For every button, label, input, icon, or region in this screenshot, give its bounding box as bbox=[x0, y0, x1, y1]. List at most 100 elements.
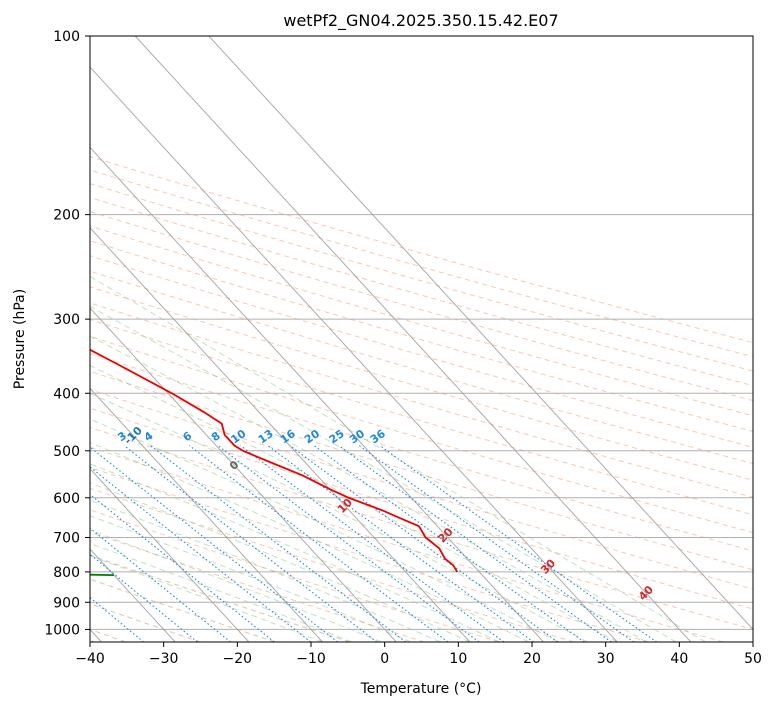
y-tick-label: 800 bbox=[53, 565, 80, 581]
dry-adiabat bbox=[90, 302, 753, 498]
x-tick-label: 40 bbox=[670, 651, 688, 667]
y-tick-label: 600 bbox=[53, 491, 80, 507]
plot-frame bbox=[89, 35, 754, 643]
mixing-ratio-line bbox=[90, 493, 275, 642]
dry-adiabat bbox=[90, 318, 753, 516]
isotherm-line bbox=[90, 66, 618, 642]
moist-adiabat bbox=[90, 418, 559, 642]
x-tick-label: −40 bbox=[75, 651, 105, 667]
dry-adiabat bbox=[90, 240, 753, 432]
y-tick-label: 300 bbox=[53, 312, 80, 328]
mixing-ratio-line bbox=[90, 466, 312, 642]
mixing-ratio-label: 1 bbox=[21, 429, 35, 444]
dry-adiabat bbox=[90, 255, 753, 448]
dry-adiabat bbox=[90, 370, 753, 571]
isotherm-line bbox=[90, 307, 397, 642]
isotherm-line bbox=[90, 468, 250, 642]
mixing-ratio-line bbox=[313, 445, 585, 642]
dry-adiabat bbox=[90, 388, 753, 590]
moist-adiabat bbox=[90, 529, 382, 642]
mixing-ratio-line bbox=[338, 445, 612, 642]
dry-adiabat bbox=[90, 603, 201, 642]
isobar-gridlines bbox=[90, 36, 753, 630]
dry-adiabat bbox=[90, 426, 753, 630]
mixing-ratio-line bbox=[150, 445, 407, 642]
mixing-ratio-line bbox=[379, 445, 657, 642]
mixing-ratio-line bbox=[358, 445, 635, 642]
x-tick-label: −20 bbox=[223, 651, 253, 667]
moist-adiabats bbox=[90, 276, 706, 642]
isotherm-line bbox=[90, 227, 471, 642]
dry-adiabat bbox=[90, 270, 753, 465]
x-tick-label: 10 bbox=[449, 651, 467, 667]
y-tick-label: 400 bbox=[53, 386, 80, 402]
dry-adiabat bbox=[90, 286, 753, 481]
dry-adiabat bbox=[90, 335, 753, 534]
x-axis-label: Temperature (°C) bbox=[360, 681, 482, 697]
x-tick-label: 0 bbox=[380, 651, 389, 667]
mixing-ratio-line bbox=[217, 445, 480, 642]
y-tick-label: 700 bbox=[53, 531, 80, 547]
mixing-ratio-label: 25 bbox=[327, 427, 347, 446]
dry-adiabat bbox=[90, 554, 350, 642]
dry-adiabat bbox=[90, 446, 724, 642]
x-tick-label: −10 bbox=[296, 651, 326, 667]
y-tick-label: 500 bbox=[53, 444, 80, 460]
isotherm-gridlines bbox=[90, 36, 753, 642]
dry-adiabat bbox=[90, 225, 753, 417]
dry-adiabat bbox=[90, 169, 753, 358]
dry-adiabat bbox=[90, 531, 425, 642]
isotherm-line bbox=[134, 36, 692, 642]
moist-adiabat bbox=[90, 365, 618, 642]
chart-title: wetPf2_GN04.2025.350.15.42.E07 bbox=[283, 11, 558, 31]
mixing-ratio-lines bbox=[90, 445, 657, 642]
mixing-ratio-label: 13 bbox=[256, 427, 276, 446]
sounding-line bbox=[90, 348, 458, 573]
x-tick-label: 50 bbox=[744, 651, 762, 667]
dry-adiabat bbox=[90, 487, 574, 642]
x-tick-label: 30 bbox=[597, 651, 615, 667]
dry-adiabat bbox=[90, 407, 753, 610]
y-axis-label: Pressure (hPa) bbox=[12, 289, 28, 389]
dry-adiabat bbox=[90, 466, 649, 642]
isotherm-line bbox=[208, 36, 753, 631]
moist-adiabat bbox=[90, 542, 353, 642]
mixing-ratio-line bbox=[90, 553, 198, 642]
dry-adiabats bbox=[90, 156, 753, 642]
dry-adiabat bbox=[90, 509, 500, 642]
y-axis: 100 200 300 400 500 600 700 800 900 1000 bbox=[44, 29, 90, 638]
dry-adiabat bbox=[90, 578, 276, 642]
moist-adiabat bbox=[90, 515, 412, 642]
y-tick-label: 200 bbox=[53, 208, 80, 224]
moist-adiabat bbox=[90, 442, 530, 642]
isotherm-line bbox=[90, 387, 323, 642]
dry-adiabat bbox=[90, 353, 753, 552]
dry-adiabat bbox=[90, 156, 753, 344]
mixing-ratio-line bbox=[289, 445, 559, 642]
mixing-ratio-label: 36 bbox=[368, 427, 388, 447]
isotherm-label: -20 bbox=[20, 394, 43, 417]
y-tick-label: 900 bbox=[53, 595, 80, 611]
dry-adiabat bbox=[90, 211, 753, 402]
mixing-ratio-line bbox=[267, 445, 534, 642]
moist-adiabat bbox=[90, 463, 500, 642]
mixing-ratio-label: 2 bbox=[79, 429, 93, 444]
mixing-ratio-line bbox=[189, 445, 449, 642]
moist-adiabat bbox=[90, 276, 706, 642]
x-tick-label: 20 bbox=[523, 651, 541, 667]
mixing-ratio-label: 16 bbox=[278, 427, 298, 447]
mixing-ratio-label: 6 bbox=[181, 429, 195, 444]
moist-adiabat bbox=[90, 305, 677, 642]
moist-adiabat bbox=[90, 392, 588, 642]
dry-adiabat bbox=[90, 196, 753, 387]
mixing-ratio-line bbox=[90, 446, 338, 642]
mixing-ratio-line bbox=[240, 445, 505, 642]
y-tick-label: 1000 bbox=[44, 622, 80, 638]
mixing-ratio-line bbox=[123, 445, 378, 642]
moist-adiabat bbox=[90, 335, 647, 642]
sounding-series bbox=[90, 348, 458, 577]
moist-adiabat bbox=[90, 482, 471, 642]
y-tick-label: 100 bbox=[53, 29, 80, 45]
x-axis: −40 −30 −20 −10 0 10 20 30 40 50 bbox=[75, 642, 762, 667]
